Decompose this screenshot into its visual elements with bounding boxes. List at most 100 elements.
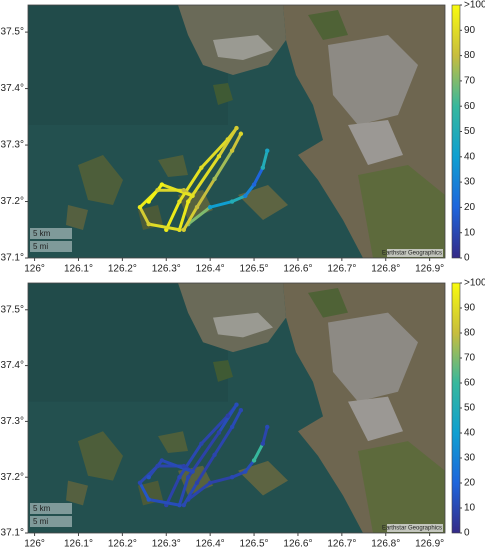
track-segment: [252, 442, 265, 462]
x-tick-label: 126.9°: [415, 264, 444, 275]
y-tick-label: 37.2°: [1, 196, 24, 207]
track-segment: [230, 470, 247, 479]
x-tick-label: 126.6°: [283, 264, 312, 275]
track-point: [212, 176, 217, 182]
colorbar-tick-label: 50: [464, 126, 476, 137]
track-point: [159, 182, 165, 187]
track-point: [177, 474, 182, 480]
attribution: Earthstar Geographics: [382, 526, 442, 532]
track-point: [260, 441, 266, 446]
track-segment: [186, 205, 212, 226]
track-point: [243, 469, 248, 474]
x-tick-label: 126.7°: [327, 264, 356, 275]
x-tick-label: 126.8°: [371, 264, 400, 275]
x-tick-label: 126.5°: [240, 539, 269, 550]
colorbar-tick-label: 20: [464, 478, 476, 489]
track-segment: [217, 403, 238, 435]
map-frame: [27, 4, 446, 259]
colorbar-tick-label: >100: [464, 0, 485, 11]
y-tick-label: 37.4°: [1, 360, 24, 371]
track-point: [216, 154, 222, 159]
track-segment: [213, 149, 234, 181]
x-tick-label: 126.5°: [240, 264, 269, 275]
track-point: [229, 424, 235, 430]
colorbar-tick-label: 20: [464, 202, 476, 213]
scale-box: [30, 241, 72, 252]
track-segment: [261, 149, 269, 170]
colorbar-tick-label: 90: [464, 25, 476, 36]
attribution: Earthstar Geographics: [382, 251, 442, 257]
track-segment: [252, 166, 265, 187]
basemap: [28, 5, 445, 258]
track-point: [146, 221, 151, 227]
track-point: [251, 182, 257, 187]
track-point: [146, 199, 151, 204]
track-point: [190, 469, 195, 474]
track-point: [155, 188, 160, 193]
track-point: [216, 430, 222, 435]
y-tick-label: 37.4°: [1, 83, 24, 94]
colorbar-tick-label: 50: [464, 403, 476, 414]
track-point: [194, 204, 200, 210]
colorbar-tick-label: 10: [464, 227, 476, 238]
track-segment: [147, 222, 181, 232]
track-point: [229, 474, 235, 480]
track-segment: [230, 408, 243, 429]
track-point: [229, 199, 235, 204]
track-point: [265, 424, 270, 430]
colorbar-tick-label: 30: [464, 177, 476, 188]
track-point: [225, 413, 230, 419]
track-segment: [164, 200, 181, 232]
x-tick-label: 126.6°: [283, 539, 312, 550]
track-point: [234, 125, 239, 131]
track-segment: [147, 458, 164, 479]
track-point: [251, 458, 257, 463]
track-segment: [261, 425, 269, 446]
map-panel: 126° 126.1° 126.2° 126.3° 126.4° 126.5° 126.6°…: [1, 278, 485, 550]
track-segment: [138, 205, 151, 226]
track-point: [234, 402, 239, 407]
colorbar-tick-label: 40: [464, 151, 476, 162]
x-tick-label: 126°: [24, 264, 45, 275]
scale-label: 5 mi: [33, 242, 48, 251]
tracks: [137, 402, 270, 508]
map-frame: [27, 282, 446, 534]
x-tick-label: 126.1°: [64, 539, 93, 550]
x-tick-label: 126.2°: [108, 539, 137, 550]
track-segment: [160, 458, 195, 474]
track-segment: [195, 177, 217, 209]
x-tick-label: 126.3°: [152, 264, 181, 275]
track-point: [190, 193, 195, 199]
y-tick-label: 37.5°: [1, 304, 24, 315]
track-point: [243, 193, 248, 199]
track-segment: [182, 481, 199, 507]
track-segment: [147, 183, 164, 204]
track-point: [181, 188, 187, 193]
scale-box: [30, 503, 72, 514]
track-segment: [186, 481, 212, 502]
track-segment: [147, 498, 181, 507]
colorbar-tick-label: 30: [464, 453, 476, 464]
track-point: [238, 408, 244, 413]
colorbar-tick-label: 0: [464, 253, 470, 264]
track-point: [146, 497, 151, 502]
track-segment: [177, 200, 190, 232]
y-tick-label: 37.5°: [1, 27, 24, 38]
track-point: [199, 165, 204, 170]
track-segment: [217, 126, 238, 158]
track-point: [181, 227, 187, 232]
colorbar-tick-label: 80: [464, 50, 476, 61]
track-segment: [208, 475, 234, 485]
y-tick-label: 37.3°: [1, 140, 24, 151]
track-point: [265, 148, 270, 153]
track-point: [207, 204, 213, 210]
y-tick-label: 37.1°: [1, 253, 24, 264]
track-point: [229, 148, 235, 153]
x-tick-label: 126.7°: [327, 539, 356, 550]
track-point: [181, 502, 187, 508]
track-point: [177, 227, 182, 232]
track-point: [212, 452, 217, 458]
scale-label: 5 mi: [33, 517, 48, 526]
track-segment: [182, 205, 199, 232]
colorbar-tick-label: 70: [464, 353, 476, 364]
